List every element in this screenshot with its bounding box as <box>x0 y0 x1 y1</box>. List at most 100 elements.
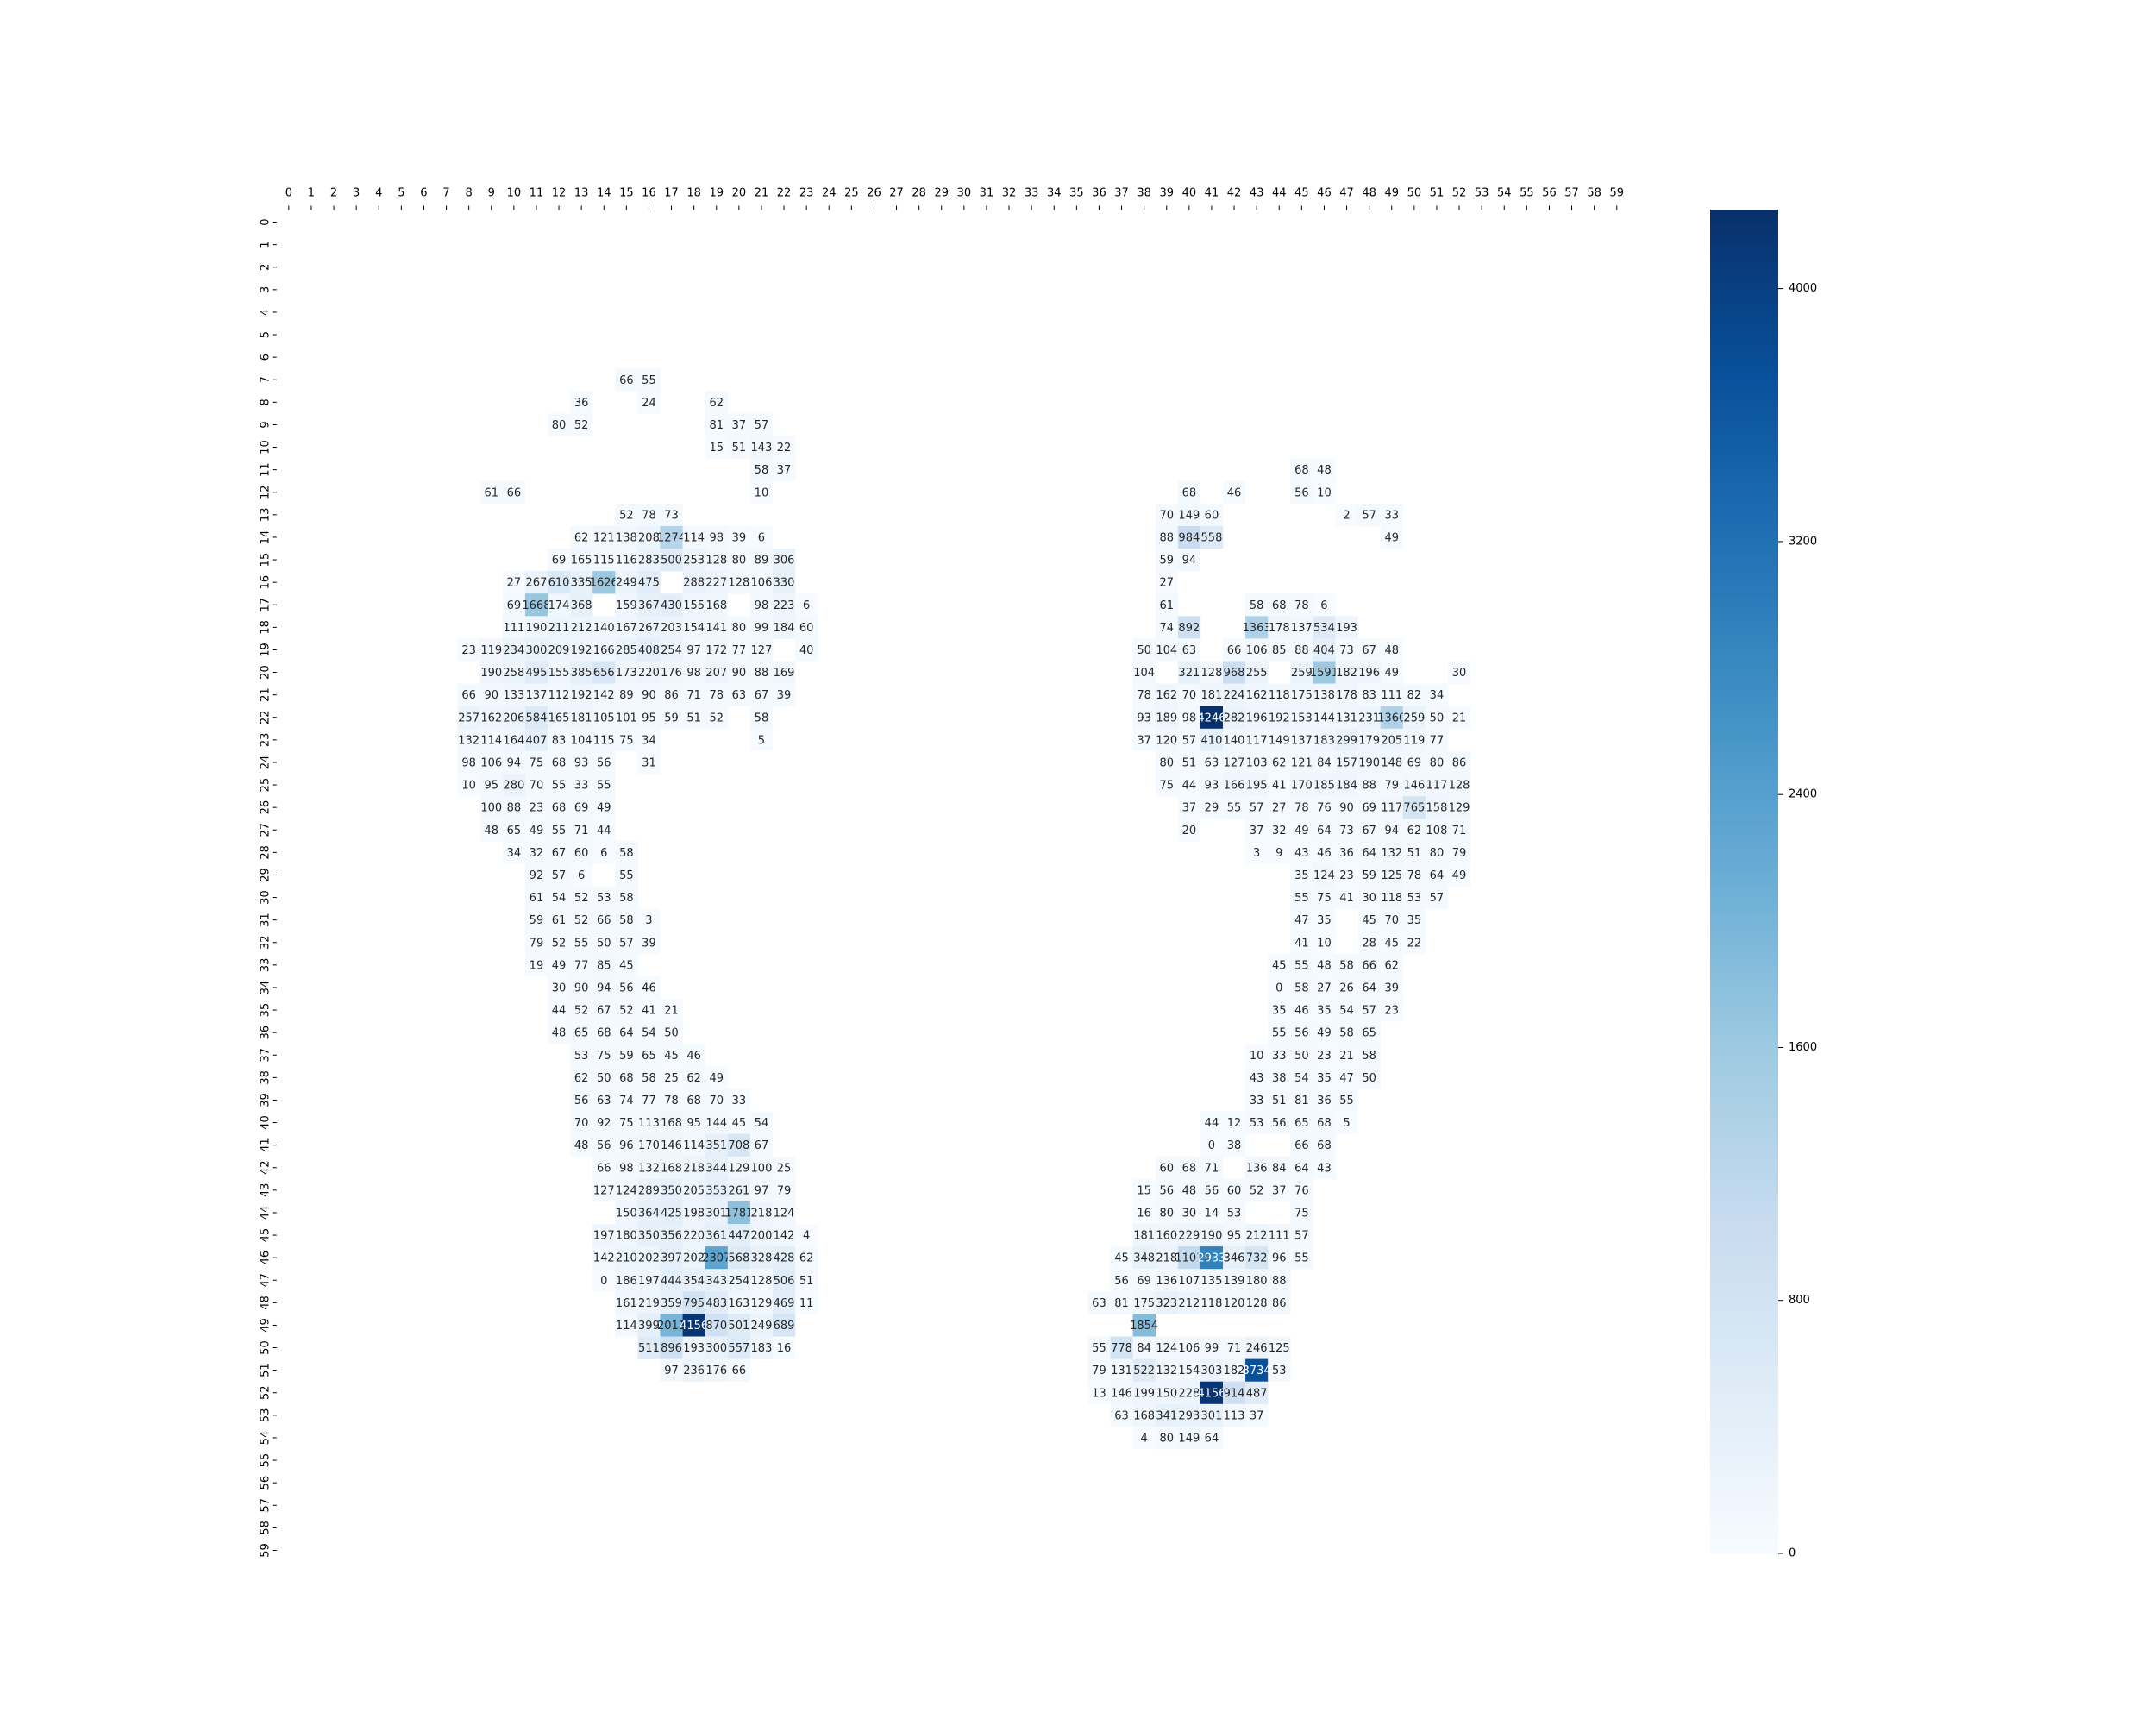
cell-value-label: 66 <box>732 1364 747 1377</box>
heatmap-cell <box>1245 1381 1269 1405</box>
heatmap-cell <box>1357 999 1381 1022</box>
x-tick-label: 38 <box>1137 187 1151 200</box>
cell-value-label: 131 <box>1336 712 1357 724</box>
cell-value-label: 93 <box>1137 712 1151 724</box>
heatmap-cell <box>1155 706 1179 730</box>
cell-value-label: 350 <box>661 1184 682 1197</box>
heatmap-cell <box>1313 841 1336 864</box>
heatmap-cell <box>592 661 616 684</box>
heatmap-cell <box>1425 819 1449 842</box>
heatmap-cell <box>570 593 593 617</box>
cell-value-label: 211 <box>548 622 570 635</box>
cell-value-label: 59 <box>619 1050 634 1063</box>
cell-value-label: 94 <box>1384 825 1399 837</box>
heatmap-cell <box>727 1201 751 1225</box>
cell-value-label: 50 <box>1294 1050 1309 1063</box>
heatmap-cell <box>1155 1336 1179 1359</box>
cell-value-label: 55 <box>552 825 567 837</box>
cell-value-label: 83 <box>1362 689 1376 702</box>
heatmap-cell <box>615 368 638 392</box>
heatmap-cell <box>660 1269 683 1292</box>
heatmap-cell <box>727 638 751 662</box>
cell-value-label: 150 <box>616 1207 637 1220</box>
cell-value-label: 46 <box>1227 486 1242 499</box>
cell-value-label: 45 <box>664 1050 679 1063</box>
heatmap-cell <box>1335 1066 1358 1089</box>
heatmap-cell <box>705 1336 729 1359</box>
cell-value-label: 181 <box>1133 1230 1155 1243</box>
heatmap-cell <box>1177 616 1201 639</box>
cell-value-label: 48 <box>1182 1184 1197 1197</box>
heatmap-cell <box>1200 1133 1224 1157</box>
heatmap-cell <box>592 908 616 932</box>
cell-value-label: 25 <box>777 1162 792 1175</box>
heatmap-cell <box>570 1088 593 1112</box>
heatmap-cell <box>1313 616 1336 639</box>
cell-value-label: 79 <box>1384 780 1399 793</box>
heatmap-cell <box>548 796 571 819</box>
x-tick-label: 43 <box>1250 187 1264 200</box>
cell-value-label: 36 <box>574 397 589 410</box>
heatmap-cell <box>1245 683 1269 706</box>
cell-value-label: 59 <box>664 712 679 724</box>
heatmap-cell <box>637 706 661 730</box>
cell-value-label: 410 <box>1201 734 1223 747</box>
cell-value-label: 98 <box>1182 712 1197 724</box>
cell-value-label: 301 <box>1201 1409 1223 1422</box>
heatmap-cell <box>1290 1246 1313 1270</box>
heatmap-cell <box>1290 931 1313 955</box>
cell-value-label: 1363 <box>1243 622 1271 635</box>
cell-value-label: 124 <box>1156 1342 1177 1355</box>
heatmap-cell <box>1155 571 1179 594</box>
heatmap-cell <box>637 368 661 392</box>
heatmap-cell <box>1402 796 1426 819</box>
heatmap-cell <box>615 1314 638 1337</box>
cell-value-label: 162 <box>1156 689 1177 702</box>
heatmap-cell <box>749 436 774 459</box>
cell-value-label: 65 <box>1294 1117 1309 1130</box>
cell-value-label: 511 <box>638 1342 660 1355</box>
cell-value-label: 119 <box>1403 734 1425 747</box>
cell-value-label: 98 <box>686 667 701 680</box>
heatmap-cell <box>1223 661 1246 684</box>
heatmap-cell <box>1177 661 1201 684</box>
cell-value-label: 111 <box>503 622 524 635</box>
heatmap-cell <box>1200 1291 1224 1314</box>
heatmap-cell <box>1177 480 1201 505</box>
cell-value-label: 138 <box>1313 689 1335 702</box>
cell-value-label: 51 <box>799 1275 814 1288</box>
heatmap-cell <box>1110 1291 1133 1314</box>
cell-value-label: 115 <box>593 555 615 568</box>
heatmap-cell <box>749 1336 774 1359</box>
heatmap-cell <box>592 1269 616 1292</box>
heatmap-cell <box>1335 953 1358 977</box>
heatmap-cell <box>660 1291 683 1314</box>
heatmap-cell <box>1177 549 1201 572</box>
heatmap-cell <box>705 1246 729 1270</box>
heatmap-cell <box>1155 1426 1179 1450</box>
cell-value-label: 23 <box>1317 1050 1332 1063</box>
heatmap-cell <box>1335 503 1358 527</box>
cell-value-label: 27 <box>1272 802 1287 815</box>
cell-value-label: 148 <box>1381 756 1402 769</box>
x-tick-label: 58 <box>1587 187 1601 200</box>
heatmap-cell <box>749 1178 774 1202</box>
heatmap-cell <box>502 728 526 752</box>
cell-value-label: 58 <box>1294 982 1309 994</box>
heatmap-cell <box>524 683 548 706</box>
cell-value-label: 54 <box>1339 1005 1354 1018</box>
cell-value-label: 212 <box>1178 1297 1200 1310</box>
heatmap-cell <box>773 1224 796 1247</box>
cell-value-label: 158 <box>1426 802 1448 815</box>
heatmap-cell <box>1313 706 1336 730</box>
cell-value-label: 86 <box>664 689 679 702</box>
heatmap-cell <box>1335 661 1358 684</box>
cell-value-label: 52 <box>709 712 724 724</box>
heatmap-cell <box>524 593 548 617</box>
heatmap-cell <box>1200 1224 1224 1247</box>
heatmap-cell <box>570 728 593 752</box>
cell-value-label: 50 <box>1137 644 1151 657</box>
cell-value-label: 159 <box>616 599 637 612</box>
cell-value-label: 164 <box>503 734 524 747</box>
heatmap-cell <box>1087 1336 1111 1359</box>
